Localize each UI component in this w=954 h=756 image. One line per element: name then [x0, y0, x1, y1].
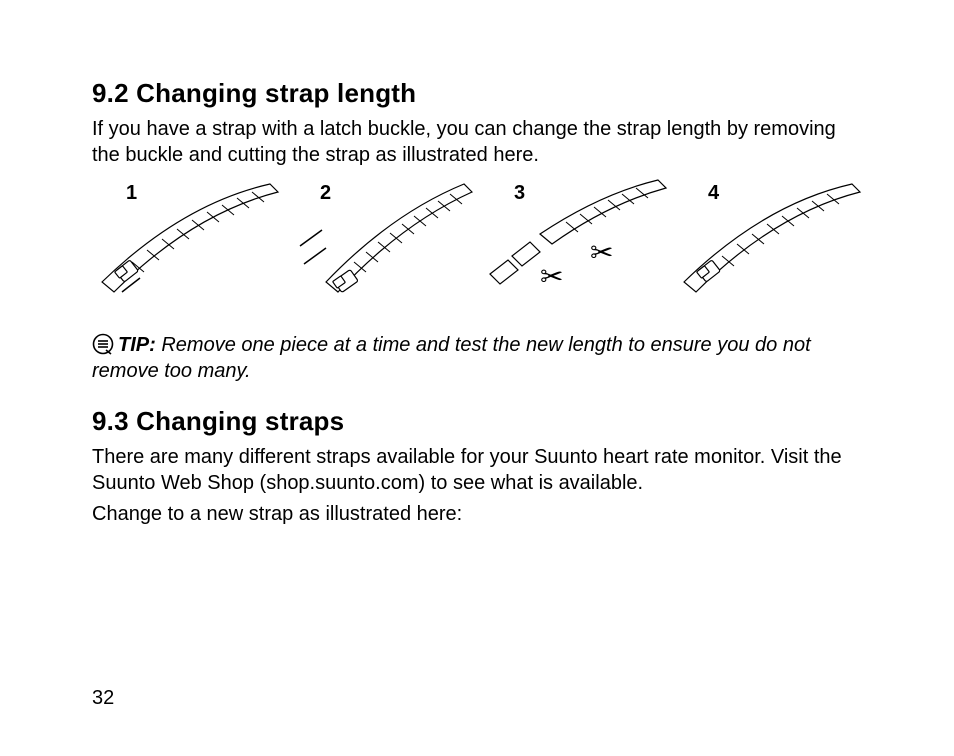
tip-icon	[92, 333, 114, 355]
step-number: 2	[320, 182, 331, 205]
strap-figure-row: 1	[92, 174, 864, 304]
intro-9-2: If you have a strap with a latch buckle,…	[92, 117, 864, 168]
heading-9-2: 9.2 Changing strap length	[92, 78, 864, 109]
strap-reassembled-icon	[674, 174, 864, 304]
tip-label: TIP:	[118, 334, 156, 356]
heading-9-3: 9.3 Changing straps	[92, 406, 864, 437]
figure-step-2: 2	[286, 174, 476, 304]
figure-step-3: 3 ✂ ✂	[480, 174, 670, 304]
svg-text:✂: ✂	[590, 237, 613, 268]
strap-disassembled-icon	[286, 174, 476, 304]
tip-text: Remove one piece at a time and test the …	[92, 334, 811, 382]
step-number: 4	[708, 182, 719, 205]
para-9-3-1: There are many different straps availabl…	[92, 445, 864, 496]
figure-step-1: 1	[92, 174, 282, 304]
svg-text:✂: ✂	[540, 261, 563, 292]
strap-cut-icon: ✂ ✂	[480, 174, 670, 304]
page-number: 32	[92, 687, 114, 710]
strap-full-icon	[92, 174, 282, 304]
tip-paragraph: TIP: Remove one piece at a time and test…	[92, 332, 864, 384]
figure-step-4: 4	[674, 174, 864, 304]
step-number: 1	[126, 182, 137, 205]
para-9-3-2: Change to a new strap as illustrated her…	[92, 502, 864, 528]
step-number: 3	[514, 182, 525, 205]
